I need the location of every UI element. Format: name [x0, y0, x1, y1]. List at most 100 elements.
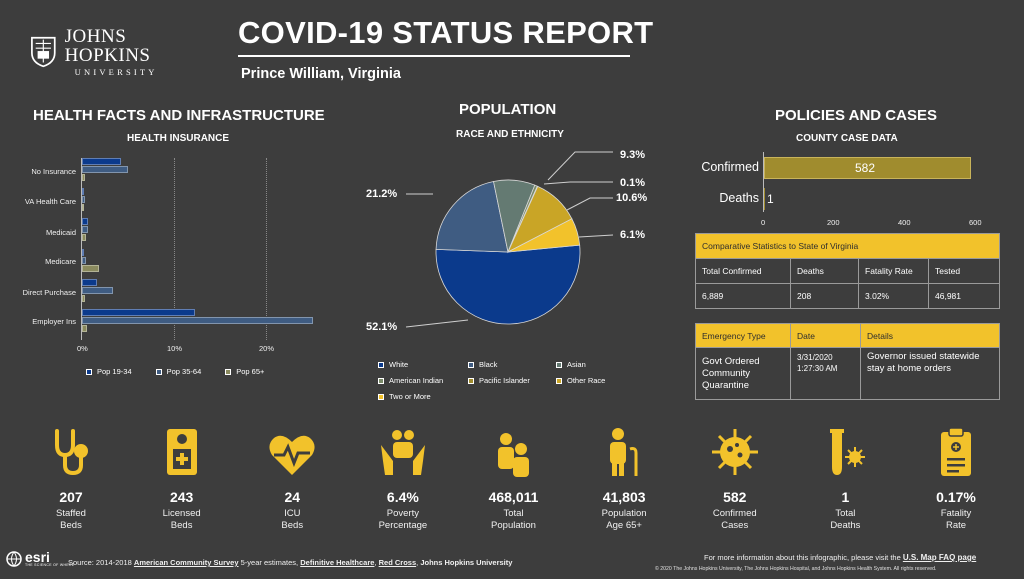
health-bar	[82, 196, 85, 204]
virus-icon	[685, 425, 785, 477]
emerg-date-cell: 3/31/2020 1:27:30 AM	[790, 347, 861, 400]
legend-label: Pop 19-34	[97, 367, 132, 376]
legend-swatch	[468, 361, 474, 368]
comp-table-header: Comparative Statistics to State of Virgi…	[695, 233, 1000, 259]
globe-icon	[6, 551, 22, 567]
emerg-col-header: Emergency Type	[695, 323, 791, 348]
legend-label: Pop 65+	[236, 367, 265, 376]
pie-data-label: 9.3%	[620, 149, 646, 161]
stat-label: ICU Beds	[281, 508, 304, 531]
source-line: Source: 2014-2018 American Community Sur…	[68, 558, 513, 567]
test-tube-icon	[795, 425, 895, 477]
stat-value: 582	[723, 489, 747, 505]
x-tick-label: 20%	[259, 344, 275, 353]
comp-col-header: Fatality Rate	[858, 258, 929, 284]
y-axis-line	[763, 152, 764, 212]
stat-value: 24	[284, 489, 301, 505]
case-label: Deaths	[719, 191, 759, 205]
emerg-col-header: Details	[860, 323, 1000, 348]
health-legend: Pop 19-34 Pop 35-64 Pop 65+	[86, 367, 264, 376]
legend-swatch	[378, 393, 384, 400]
stat-total-deaths: 1 Total Deaths	[795, 425, 895, 532]
location-subtitle: Prince William, Virginia	[241, 66, 401, 82]
legend-swatch	[378, 361, 384, 368]
x-tick-label: 0	[761, 218, 766, 227]
health-bar	[82, 317, 314, 324]
legend-label: White	[389, 360, 409, 369]
health-insurance-chart: No Insurance VA Health Care Medicaid Med…	[0, 150, 340, 340]
health-bar	[82, 248, 84, 256]
emergency-table: Emergency Type Date Details Govt Ordered…	[695, 323, 1000, 400]
pie-slice	[507, 218, 581, 253]
x-tick-label: 200	[827, 218, 840, 227]
page-title: COVID-19 STATUS REPORT	[238, 15, 654, 50]
leader-line	[405, 319, 469, 328]
policies-section-title: POLICIES AND CASES	[775, 107, 937, 124]
comp-col-header: Total Confirmed	[695, 258, 791, 284]
people-icon	[464, 425, 564, 477]
faq-link[interactable]: U.S. Map FAQ page	[902, 553, 977, 562]
stat-label: Total Population	[491, 508, 536, 531]
comparative-stats-table: Comparative Statistics to State of Virgi…	[695, 233, 1000, 309]
gridline	[266, 158, 267, 340]
legend-item: Black	[468, 360, 497, 369]
health-bar	[82, 234, 86, 242]
stat-value: 6.4%	[386, 489, 419, 505]
legend-item: Asian	[556, 360, 586, 369]
clipboard-icon	[906, 425, 1006, 477]
legend-swatch	[86, 368, 92, 375]
emerg-details-cell: Governor issued statewide stay at home o…	[860, 347, 1000, 400]
pie-data-label: 6.1%	[620, 229, 646, 241]
stat-label: Fatality Rate	[940, 508, 972, 531]
source-link-rc[interactable]: Red Cross	[378, 558, 417, 567]
legend-item: Pop 65+	[225, 367, 264, 376]
logo-sub-text: UNIVERSITY	[74, 67, 158, 78]
leader-line	[543, 181, 613, 185]
stat-population-65: 41,803 Population Age 65+	[574, 425, 674, 532]
health-chart-title: HEALTH INSURANCE	[127, 133, 230, 144]
legend-label: American Indian	[389, 376, 444, 385]
legend-item: White	[378, 360, 408, 369]
legend-label: Black	[479, 360, 498, 369]
legend-label: Asian	[567, 360, 586, 369]
legend-item: Pacific Islander	[468, 376, 530, 385]
emerg-col-header: Date	[790, 323, 861, 348]
stat-label: Poverty Percentage	[378, 508, 428, 531]
elderly-icon	[574, 425, 674, 477]
legend-label: Other Race	[567, 376, 606, 385]
stethoscope-icon	[21, 425, 121, 477]
legend-item: Pop 35-64	[155, 367, 201, 376]
category-label: Employer Ins	[32, 317, 76, 326]
county-case-title: COUNTY CASE DATA	[796, 133, 898, 144]
gridline	[174, 158, 175, 340]
stat-poverty: 6.4% Poverty Percentage	[353, 425, 453, 532]
stat-fatality-rate: 0.17% Fatality Rate	[906, 425, 1006, 532]
source-link-acs[interactable]: American Community Survey	[133, 558, 239, 567]
deaths-bar	[764, 188, 765, 210]
heartbeat-icon	[242, 425, 342, 477]
health-bar	[82, 166, 129, 173]
leader-line	[578, 234, 614, 238]
source-jhu: Johns Hopkins University	[420, 558, 513, 567]
stat-label: Confirmed Cases	[712, 508, 757, 531]
esri-text: esri	[25, 549, 50, 565]
legend-item: Other Race	[556, 376, 605, 385]
comp-cell: 46,981	[928, 283, 1000, 309]
comp-col-header: Tested	[928, 258, 1000, 284]
hands-people-icon	[353, 425, 453, 477]
legend-swatch	[378, 377, 384, 384]
esri-logo: esri THE SCIENCE OF WHERE	[6, 550, 74, 568]
stat-licensed-beds: 243 Licensed Beds	[132, 425, 232, 532]
category-label: No Insurance	[31, 167, 76, 176]
logo-main-text: JOHNS HOPKINS	[64, 26, 151, 67]
stat-confirmed-cases: 582 Confirmed Cases	[685, 425, 785, 532]
pie-data-label: 0.1%	[620, 177, 646, 189]
legend-label: Pacific Islander	[479, 376, 530, 385]
jhu-logo: JOHNS HOPKINS UNIVERSITY	[30, 27, 210, 76]
source-link-dh[interactable]: Definitive Healthcare	[300, 558, 375, 567]
category-label: Medicare	[45, 257, 76, 266]
hospital-bed-icon	[132, 425, 232, 477]
legend-swatch	[155, 368, 162, 375]
legend-swatch	[556, 377, 562, 384]
jhu-seal-icon	[31, 36, 56, 68]
